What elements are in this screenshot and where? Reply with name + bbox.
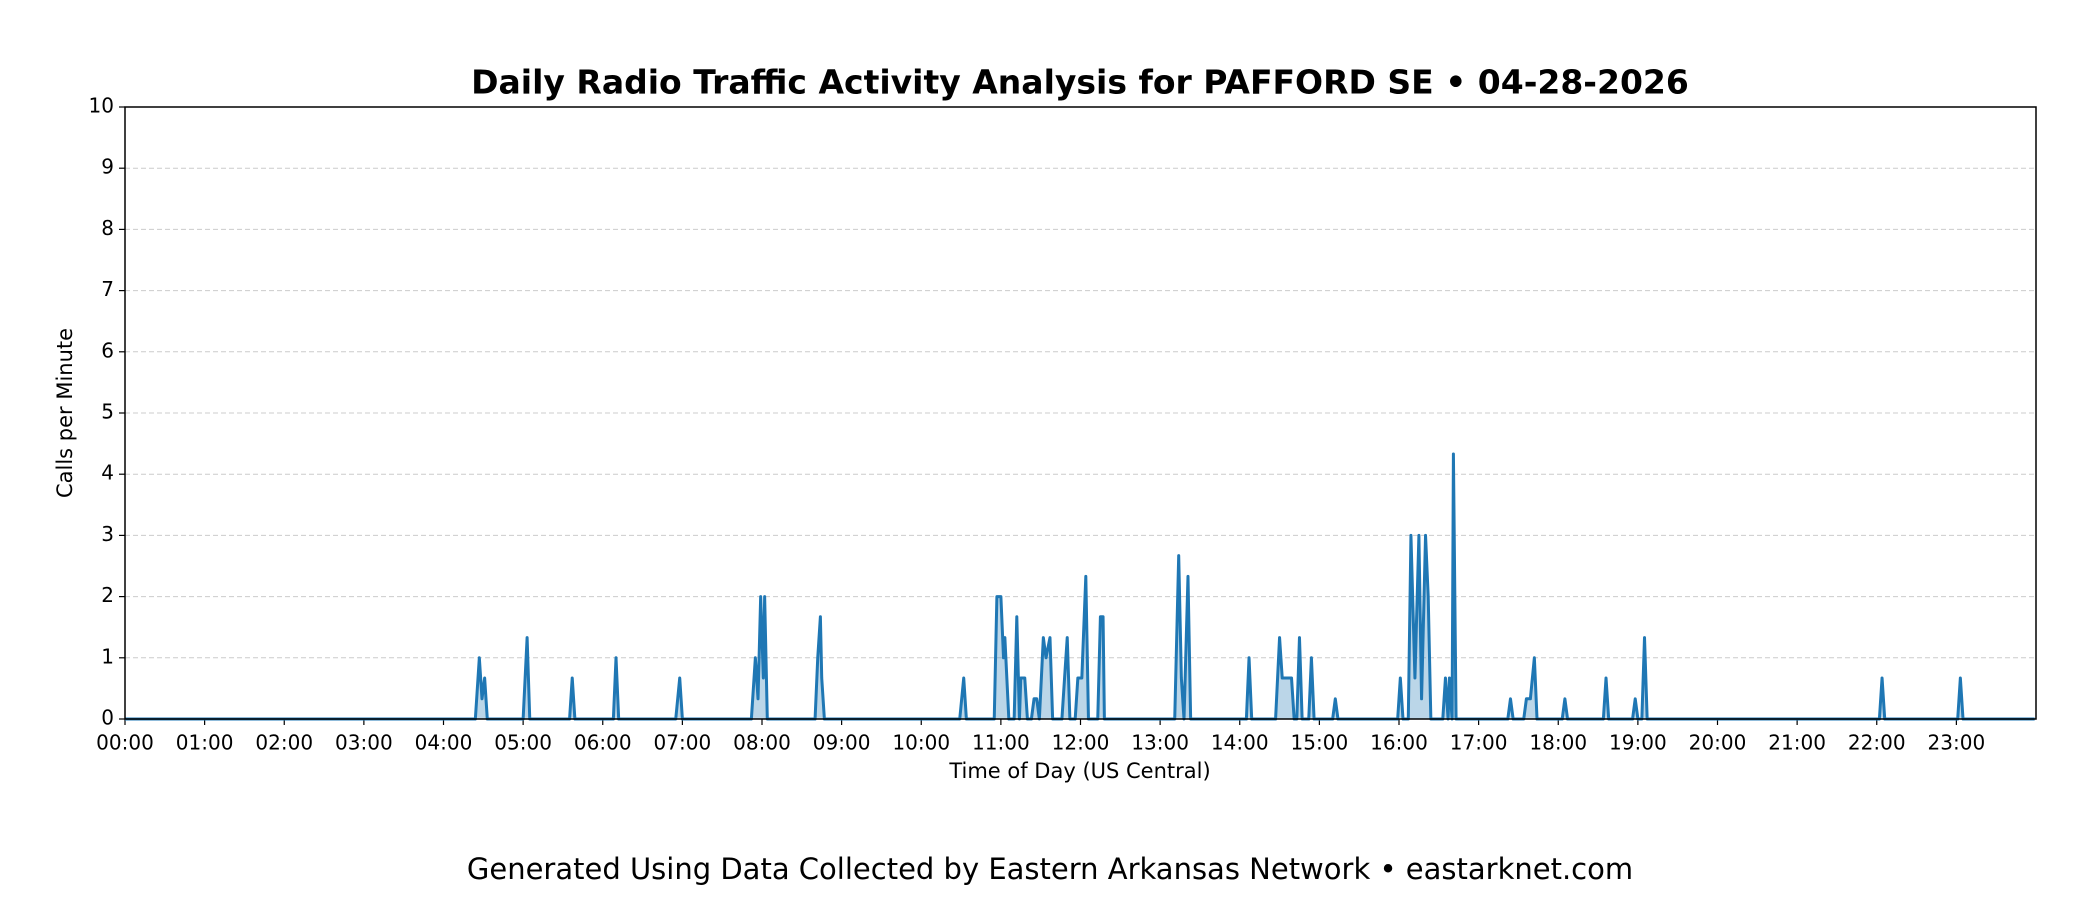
y-tick-label: 6 [101,338,114,362]
plot-frame [124,106,2037,720]
y-tick-label: 9 [101,155,114,179]
line [125,452,2035,721]
x-tick-label: 21:00 [1768,731,1826,755]
x-tick-label: 08:00 [733,731,791,755]
x-tick-label: 05:00 [494,731,552,755]
x-tick-label: 07:00 [654,731,712,755]
x-tick-label: 23:00 [1928,731,1986,755]
x-axis-label: Time of Day (US Central) [948,759,1210,783]
x-tick-label: 09:00 [813,731,871,755]
x-tick-label: 17:00 [1450,731,1508,755]
y-tick-label: 7 [101,277,114,301]
x-tick-label: 02:00 [255,731,313,755]
y-tick-label: 3 [101,522,114,546]
y-tick-label: 0 [101,706,114,730]
footer: Generated Using Data Collected by Easter… [467,852,1633,886]
y-axis-label: Calls per Minute [53,328,77,498]
x-tick-label: 22:00 [1848,731,1906,755]
x-tick-label: 10:00 [892,731,950,755]
x-tick-label: 12:00 [1052,731,1110,755]
y-tick-label: 8 [101,216,114,240]
x-tick-label: 06:00 [574,731,632,755]
x-tick-label: 14:00 [1211,731,1269,755]
y-tick-label: 4 [101,461,114,485]
y-tick-label: 2 [101,583,114,607]
x-tick-label: 01:00 [176,731,234,755]
x-tick-label: 15:00 [1291,731,1349,755]
x-tick-label: 00:00 [96,731,154,755]
chart-title: Daily Radio Traffic Activity Analysis fo… [471,63,1689,102]
x-tick-label: 20:00 [1689,731,1747,755]
x-tick-label: 18:00 [1529,731,1587,755]
x-tick-label: 03:00 [335,731,393,755]
y-tick-label: 5 [101,400,114,424]
x-tick-label: 19:00 [1609,731,1667,755]
y-tick-label: 10 [89,94,114,118]
x-tick-label: 16:00 [1370,731,1428,755]
x-tick-label: 04:00 [415,731,473,755]
y-tick-label: 1 [101,644,114,668]
x-tick-label: 11:00 [972,731,1030,755]
x-tick-label: 13:00 [1131,731,1189,755]
